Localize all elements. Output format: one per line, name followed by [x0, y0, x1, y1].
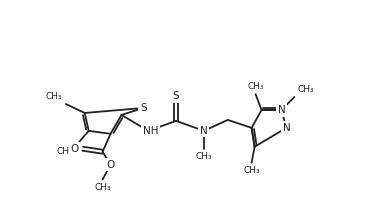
Text: N: N: [200, 126, 208, 136]
Text: N: N: [283, 123, 290, 133]
Text: CH₃: CH₃: [243, 166, 260, 175]
Text: N: N: [278, 105, 285, 115]
Text: O: O: [71, 144, 79, 154]
Text: CH₃: CH₃: [45, 92, 62, 101]
Text: S: S: [140, 103, 147, 113]
Text: S: S: [173, 91, 179, 101]
Text: CH₃: CH₃: [196, 152, 212, 161]
Text: CH₃: CH₃: [56, 147, 73, 156]
Text: O: O: [107, 160, 115, 170]
Text: NH: NH: [142, 126, 158, 136]
Text: CH₃: CH₃: [297, 85, 314, 94]
Text: CH₃: CH₃: [247, 82, 264, 91]
Text: CH₃: CH₃: [94, 184, 111, 192]
